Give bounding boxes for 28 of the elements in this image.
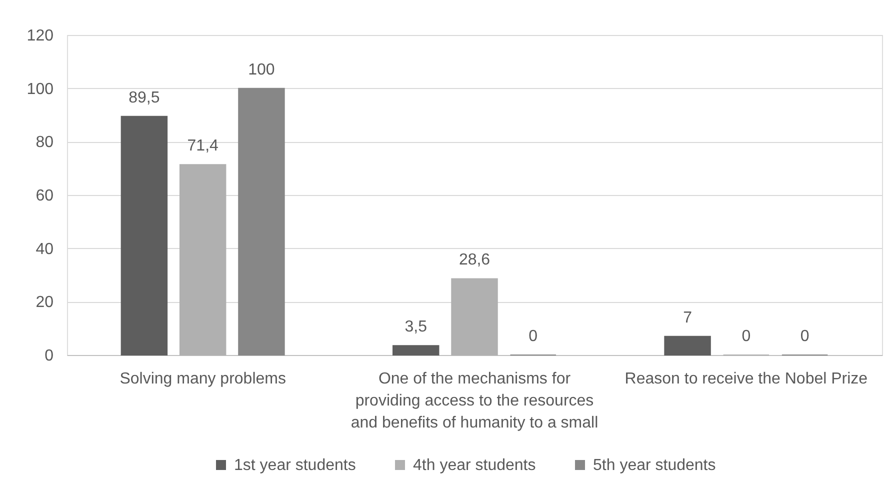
y-tick-label: 80 [36, 134, 54, 152]
x-tick-label: Reason to receive the Nobel Prize [624, 370, 868, 388]
data-label: 0 [742, 328, 751, 345]
y-tick-label: 40 [36, 240, 54, 258]
legend-label: 5th year students [593, 457, 716, 474]
x-tick-label: One of the mechanisms for providing access to the resources and benefits of humanity to a small [350, 370, 598, 432]
legend-label: 4th year students [413, 457, 536, 474]
legend-label: 1st year students [234, 457, 356, 474]
bar [451, 278, 498, 356]
data-label: 0 [800, 328, 810, 345]
data-label: 71,4 [187, 138, 219, 155]
bar [238, 88, 285, 356]
data-label: 89,5 [128, 89, 160, 106]
y-tick-label: 120 [26, 28, 54, 44]
data-label: 28,6 [458, 252, 490, 269]
bar [120, 116, 168, 356]
bar [664, 336, 711, 356]
data-label: 0 [528, 328, 538, 345]
data-label: 3,5 [404, 318, 428, 336]
y-tick-label: 20 [36, 294, 54, 312]
bar [179, 164, 226, 356]
data-label: 7 [683, 309, 692, 326]
data-label: 100 [248, 61, 275, 78]
y-tick-label: 100 [26, 80, 54, 98]
y-tick-label: 0 [44, 348, 54, 364]
y-tick-label: 60 [36, 188, 54, 204]
x-tick-label: Solving many problems [120, 370, 286, 388]
bar [392, 345, 440, 356]
